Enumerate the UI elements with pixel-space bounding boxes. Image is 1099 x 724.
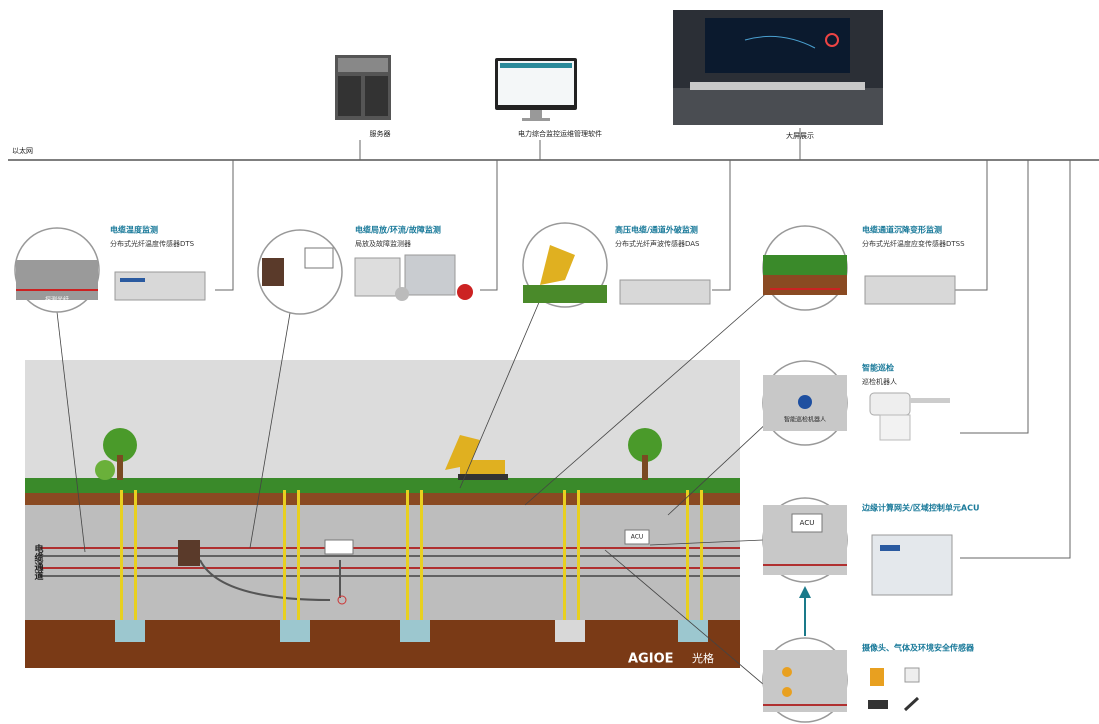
logo-brand: AGIOE: [628, 652, 674, 667]
inset-label: 智能巡检机器人: [784, 416, 826, 424]
monitor-title: 摄像头、气体及环境安全传感器: [862, 643, 975, 653]
acu-device: [872, 535, 952, 595]
monitor-title: 智能巡检: [862, 363, 894, 373]
monitor-subtitle: 分布式光纤温度传感器DTS: [110, 239, 195, 248]
monitor-subtitle: 巡检机器人: [862, 377, 897, 386]
diagram: 以太网 服务器 电力综合监控运维管理软件 大屏展示: [0, 0, 1099, 724]
sensor-icons: [868, 668, 919, 710]
das-device: [620, 280, 710, 304]
logo-name: 光格: [692, 651, 714, 665]
monitor-title: 电缆温度监测: [110, 225, 158, 235]
connector: [955, 160, 987, 290]
connector: [480, 160, 497, 290]
network-label: 以太网: [12, 146, 33, 155]
detail-circle: [763, 638, 847, 722]
pd-device: [355, 255, 473, 301]
dtss-device: [865, 276, 955, 304]
device-label: 服务器: [370, 129, 391, 138]
detail-circle: [258, 230, 342, 314]
big-screen-photo: [673, 10, 883, 125]
monitor-subtitle: 分布式光纤温度应变传感器DTSS: [862, 239, 965, 248]
robot-device: [870, 393, 950, 440]
device-label: 电力综合监控运维管理软件: [518, 129, 602, 138]
monitor-title: 电缆通道沉降变形监测: [862, 225, 942, 235]
connector: [960, 160, 1028, 433]
server-icon: [335, 55, 391, 120]
tunnel-label: 电缆通道: [33, 543, 44, 581]
detail-circle: [763, 498, 847, 582]
inset-label: 探测光纤: [45, 296, 69, 304]
connector: [960, 160, 1070, 558]
monitor-subtitle: 分布式光纤声波传感器DAS: [615, 239, 700, 248]
monitor-icon: [495, 58, 577, 121]
arrow-head: [799, 586, 811, 598]
tunnel-scene: [25, 360, 740, 668]
monitor-title: 边缘计算网关/区域控制单元ACU: [861, 503, 979, 513]
detail-circle: [763, 361, 847, 445]
connector: [215, 160, 233, 290]
detail-circle: [763, 226, 847, 310]
inset-label: ACU: [800, 519, 815, 527]
detail-circle: [523, 223, 607, 307]
monitor-title: 高压电缆/通道外破监测: [615, 225, 698, 235]
connector: [712, 160, 730, 290]
tunnel-acu-label: ACU: [631, 534, 644, 541]
monitor-subtitle: 局放及故障监测器: [355, 239, 411, 248]
monitor-title: 电缆局放/环流/故障监测: [355, 225, 441, 235]
dts-device: [115, 272, 205, 300]
